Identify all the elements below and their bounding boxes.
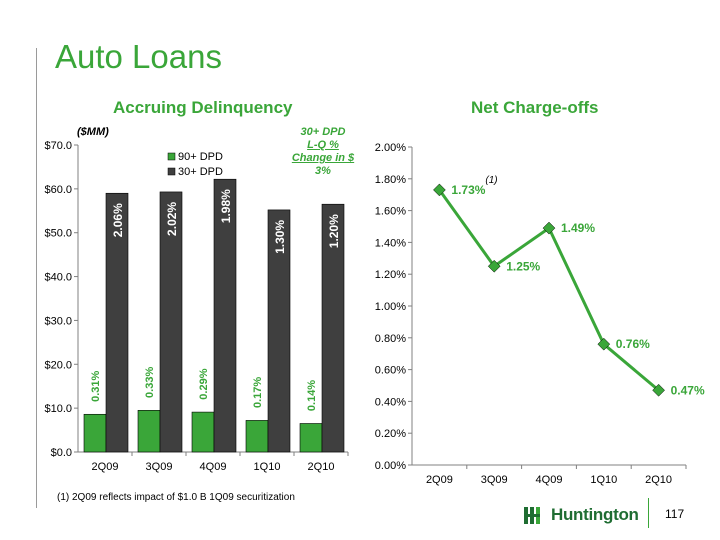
huntington-logo-icon (524, 507, 540, 524)
90dpd-bar (137, 410, 161, 453)
legend-label: 30+ DPD (178, 166, 223, 178)
net-chargeoff-line (438, 189, 660, 392)
30dpd-data-label: 1.20% (327, 214, 341, 248)
30dpd-bar (159, 191, 183, 453)
net-chargeoff-point (652, 383, 665, 397)
30dpd-data-label: 2.06% (111, 203, 125, 237)
30dpd-data-label: 1.98% (219, 189, 233, 223)
90dpd-bar (299, 423, 323, 453)
legend-swatch (167, 167, 176, 176)
90dpd-data-label: 0.29% (198, 368, 210, 399)
bar-y-tick-label: $0.0 (51, 447, 72, 459)
net-chargeoff-data-label: 1.49% (561, 221, 595, 235)
90dpd-data-label: 0.31% (90, 370, 102, 401)
30dpd-bar (105, 192, 129, 453)
footnote: (1) 2Q09 reflects impact of $1.0 B 1Q09 … (57, 492, 295, 503)
logo-text: Huntington (551, 505, 639, 524)
line-y-tick-label: 1.00% (375, 301, 406, 313)
annotation-value: 3% (315, 165, 331, 177)
bar-x-tick-label: 2Q10 (308, 461, 335, 473)
line-y-tick-label: 0.40% (375, 396, 406, 408)
90dpd-data-label: 0.33% (144, 367, 156, 398)
net-chargeoff-point (597, 337, 611, 351)
page-number: 117 (665, 507, 685, 521)
line-y-tick-label: 1.20% (375, 269, 406, 281)
bar-x-tick-label: 1Q10 (254, 461, 281, 473)
left-divider-line (36, 48, 37, 508)
bar-x-tick-label: 3Q09 (146, 461, 173, 473)
bar-y-tick-label: $10.0 (44, 403, 72, 415)
net-chargeoff-point (433, 183, 446, 197)
footnote-marker: (1) (485, 175, 497, 186)
logo-separator (648, 498, 649, 528)
legend-swatch (167, 152, 176, 161)
bar-y-tick-label: $60.0 (44, 184, 72, 196)
bar-y-tick-label: $20.0 (44, 359, 72, 371)
30dpd-bar (213, 178, 237, 453)
line-x-tick-label: 1Q10 (590, 474, 617, 486)
bar-x-tick-label: 4Q09 (200, 461, 227, 473)
90dpd-bar (245, 420, 269, 453)
annotation-line-1: 30+ DPD (300, 126, 346, 138)
line-y-tick-label: 0.00% (375, 460, 406, 472)
unit-label: ($MM) (77, 126, 109, 138)
net-chargeoff-data-label: 1.25% (506, 259, 540, 273)
bar-chart-title: Accruing Delinquency (113, 98, 293, 117)
bar-y-tick-label: $70.0 (44, 140, 72, 152)
line-y-tick-label: 0.20% (375, 428, 406, 440)
bar-x-tick-label: 2Q09 (92, 461, 119, 473)
90dpd-data-label: 0.17% (252, 377, 264, 408)
page-title: Auto Loans (55, 38, 222, 75)
line-x-tick-label: 2Q10 (645, 474, 672, 486)
line-x-tick-label: 3Q09 (481, 474, 508, 486)
line-y-tick-label: 1.60% (375, 206, 406, 218)
30dpd-data-label: 2.02% (165, 202, 179, 236)
90dpd-bar (191, 411, 215, 453)
net-chargeoff-point (487, 259, 501, 273)
line-y-tick-label: 0.60% (375, 365, 406, 377)
legend-label: 90+ DPD (178, 151, 223, 163)
net-chargeoff-data-label: 0.76% (616, 337, 650, 351)
30dpd-bar (321, 203, 345, 453)
net-chargeoff-data-label: 0.47% (671, 383, 705, 397)
90dpd-data-label: 0.14% (306, 380, 318, 411)
net-chargeoff-point (542, 221, 556, 235)
huntington-logo: Huntington (523, 502, 639, 528)
30dpd-bar (267, 209, 291, 453)
net-chargeoff-data-label: 1.73% (451, 183, 485, 197)
90dpd-bar (83, 413, 107, 453)
annotation-line-3: Change in $ (291, 152, 355, 164)
bar-y-tick-label: $50.0 (44, 228, 72, 240)
line-x-tick-label: 2Q09 (426, 474, 453, 486)
line-y-tick-label: 1.80% (375, 174, 406, 186)
bar-y-tick-label: $30.0 (44, 315, 72, 327)
line-chart-title: Net Charge-offs (471, 98, 599, 117)
line-y-tick-label: 2.00% (375, 142, 406, 154)
annotation-line-2: L-Q % (307, 139, 339, 151)
line-y-tick-label: 1.40% (375, 237, 406, 249)
30dpd-data-label: 1.30% (273, 220, 287, 254)
bar-y-tick-label: $40.0 (44, 272, 72, 284)
change-annotation: 30+ DPD L-Q % Change in $ 3% (288, 126, 358, 178)
line-x-tick-label: 4Q09 (536, 474, 563, 486)
line-y-tick-label: 0.80% (375, 333, 406, 345)
